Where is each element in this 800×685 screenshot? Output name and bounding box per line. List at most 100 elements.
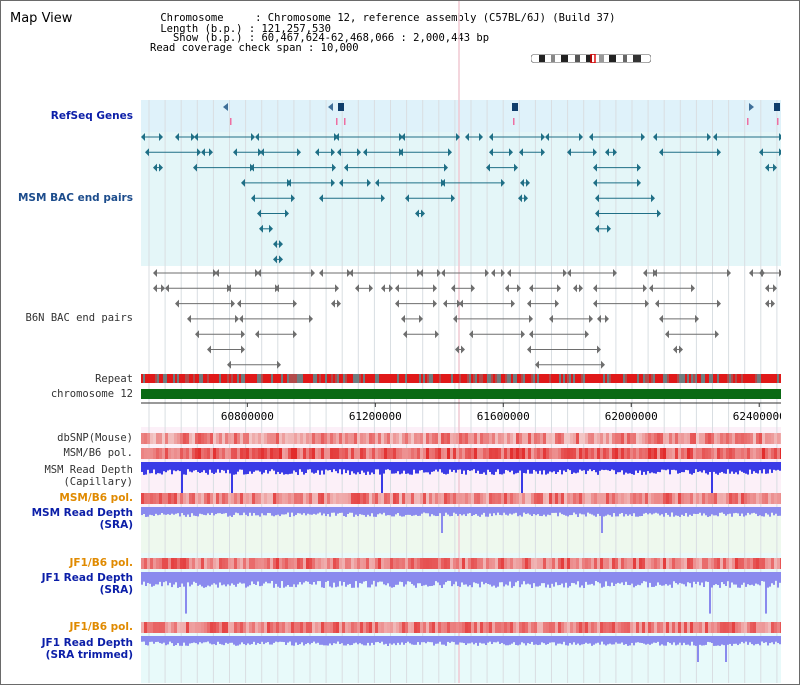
repeat-segment xyxy=(255,374,257,383)
jf1-trimmed-depth-bar xyxy=(159,636,161,644)
msm-b6-pol-cell xyxy=(732,448,735,459)
jf1-trimmed-depth-bar xyxy=(469,636,471,644)
jf1-b6-pol-2-cell xyxy=(375,622,378,633)
jf1-sra-depth-bar xyxy=(165,572,167,582)
msm-b6-pol-cell xyxy=(588,448,591,459)
b6n-bac-pair-end xyxy=(389,284,393,293)
msm-b6-pol-2-cell xyxy=(258,493,261,504)
msm-capillary-depth-bar xyxy=(157,462,159,474)
msm-b6-pol-2-cell xyxy=(726,493,729,504)
msm-b6-pol-cell xyxy=(285,448,288,459)
jf1-trimmed-depth-bar xyxy=(413,636,415,645)
msm-b6-pol-cell xyxy=(609,448,612,459)
jf1-b6-pol-cell xyxy=(240,558,243,569)
jf1-b6-pol-cell xyxy=(609,558,612,569)
jf1-b6-pol-2-cell xyxy=(303,622,306,633)
jf1-trimmed-depth-bar xyxy=(709,636,711,643)
b6n-bac-pair-end xyxy=(461,345,465,354)
msm-capillary-depth-bar xyxy=(307,462,309,470)
msm-b6-pol-cell xyxy=(669,448,672,459)
jf1-b6-pol-cell xyxy=(678,558,681,569)
jf1-sra-depth-bar xyxy=(567,572,569,588)
jf1-sra-depth-bar xyxy=(269,572,271,584)
jf1-b6-pol-cell xyxy=(504,558,507,569)
dbsnp-cell xyxy=(468,433,471,444)
jf1-sra-depth-bar xyxy=(713,572,715,586)
msm-b6-pol-2-cell xyxy=(327,493,330,504)
jf1-b6-pol-cell xyxy=(297,558,300,569)
msm-b6-pol-cell xyxy=(606,448,609,459)
repeat-segment xyxy=(215,374,217,383)
msm-bac-pair-end xyxy=(269,224,273,233)
msm-sra-depth-bar xyxy=(703,507,705,514)
jf1-b6-pol-cell xyxy=(651,558,654,569)
label-refseq-genes[interactable]: RefSeq Genes xyxy=(50,110,133,122)
repeat-segment xyxy=(179,374,181,383)
chromosome-ideogram[interactable] xyxy=(531,54,651,63)
msm-b6-pol-cell xyxy=(729,448,732,459)
dbsnp-cell xyxy=(294,433,297,444)
msm-capillary-depth-bar xyxy=(519,462,521,471)
jf1-trimmed-depth-bar xyxy=(431,636,433,643)
jf1-sra-depth-bar xyxy=(393,572,395,588)
jf1-b6-pol-cell xyxy=(444,558,447,569)
jf1-trimmed-depth-bar xyxy=(605,636,607,646)
msm-b6-pol-cell xyxy=(600,448,603,459)
jf1-b6-pol-2-cell xyxy=(213,622,216,633)
msm-capillary-depth-bar xyxy=(185,462,187,475)
msm-capillary-depth-bar xyxy=(253,462,255,472)
repeat-segment xyxy=(407,374,409,383)
jf1-b6-pol-cell xyxy=(699,558,702,569)
jf1-trimmed-depth-bar xyxy=(673,636,675,643)
repeat-segment xyxy=(315,374,317,383)
msm-capillary-depth-bar xyxy=(377,462,379,470)
jf1-b6-pol-cell xyxy=(492,558,495,569)
msm-sra-depth-bar xyxy=(647,507,649,515)
msm-sra-depth-bar xyxy=(427,507,429,514)
jf1-trimmed-depth-bar xyxy=(451,636,453,642)
b6n-bac-pair-end xyxy=(527,299,531,308)
jf1-b6-pol-cell xyxy=(276,558,279,569)
label-repeat: Repeat xyxy=(95,373,133,385)
jf1-trimmed-depth-bar xyxy=(275,636,277,642)
msm-capillary-depth-bar xyxy=(381,462,383,496)
repeat-segment xyxy=(141,374,143,383)
jf1-sra-depth-bar xyxy=(623,572,625,586)
repeat-segment xyxy=(145,374,147,383)
msm-b6-pol-2-cell xyxy=(642,493,645,504)
b6n-bac-pair-end xyxy=(749,269,753,277)
msm-capillary-depth-bar xyxy=(611,462,613,470)
jf1-sra-depth-bar xyxy=(717,572,719,586)
jf1-trimmed-depth-bar xyxy=(147,636,149,646)
msm-sra-depth-bar xyxy=(215,507,217,515)
repeat-segment xyxy=(357,374,359,383)
dbsnp-cell xyxy=(450,433,453,444)
msm-bac-pair-end xyxy=(332,163,336,172)
msm-b6-pol-cell xyxy=(240,448,243,459)
msm-sra-depth-bar xyxy=(773,507,775,516)
msm-capillary-depth-bar xyxy=(581,462,583,471)
repeat-segment xyxy=(619,374,621,383)
jf1-trimmed-depth-bar xyxy=(465,636,467,645)
msm-capillary-depth-bar xyxy=(491,462,493,475)
msm-b6-pol-2-cell xyxy=(759,493,762,504)
jf1-trimmed-depth-bar xyxy=(545,636,547,645)
repeat-segment xyxy=(699,374,701,383)
jf1-b6-pol-cell xyxy=(288,558,291,569)
jf1-b6-pol-cell xyxy=(324,558,327,569)
msm-capillary-depth-bar xyxy=(667,462,669,470)
label-b6n-bac-end-pairs[interactable]: B6N BAC end pairs xyxy=(25,312,133,324)
msm-b6-pol-cell xyxy=(567,448,570,459)
jf1-trimmed-depth-bar xyxy=(255,636,257,645)
jf1-trimmed-depth-bar xyxy=(263,636,265,645)
msm-capillary-depth-bar xyxy=(347,462,349,471)
msm-b6-pol-cell xyxy=(636,448,639,459)
label-msm-bac-end-pairs[interactable]: MSM BAC end pairs xyxy=(17,192,133,204)
msm-bac-pair-end xyxy=(331,178,335,187)
msm-capillary-depth-bar xyxy=(675,462,677,471)
dbsnp-cell xyxy=(681,433,684,444)
msm-sra-depth-bar xyxy=(543,507,545,515)
jf1-b6-pol-2-cell xyxy=(564,622,567,633)
b6n-bac-pair-end xyxy=(597,314,601,323)
